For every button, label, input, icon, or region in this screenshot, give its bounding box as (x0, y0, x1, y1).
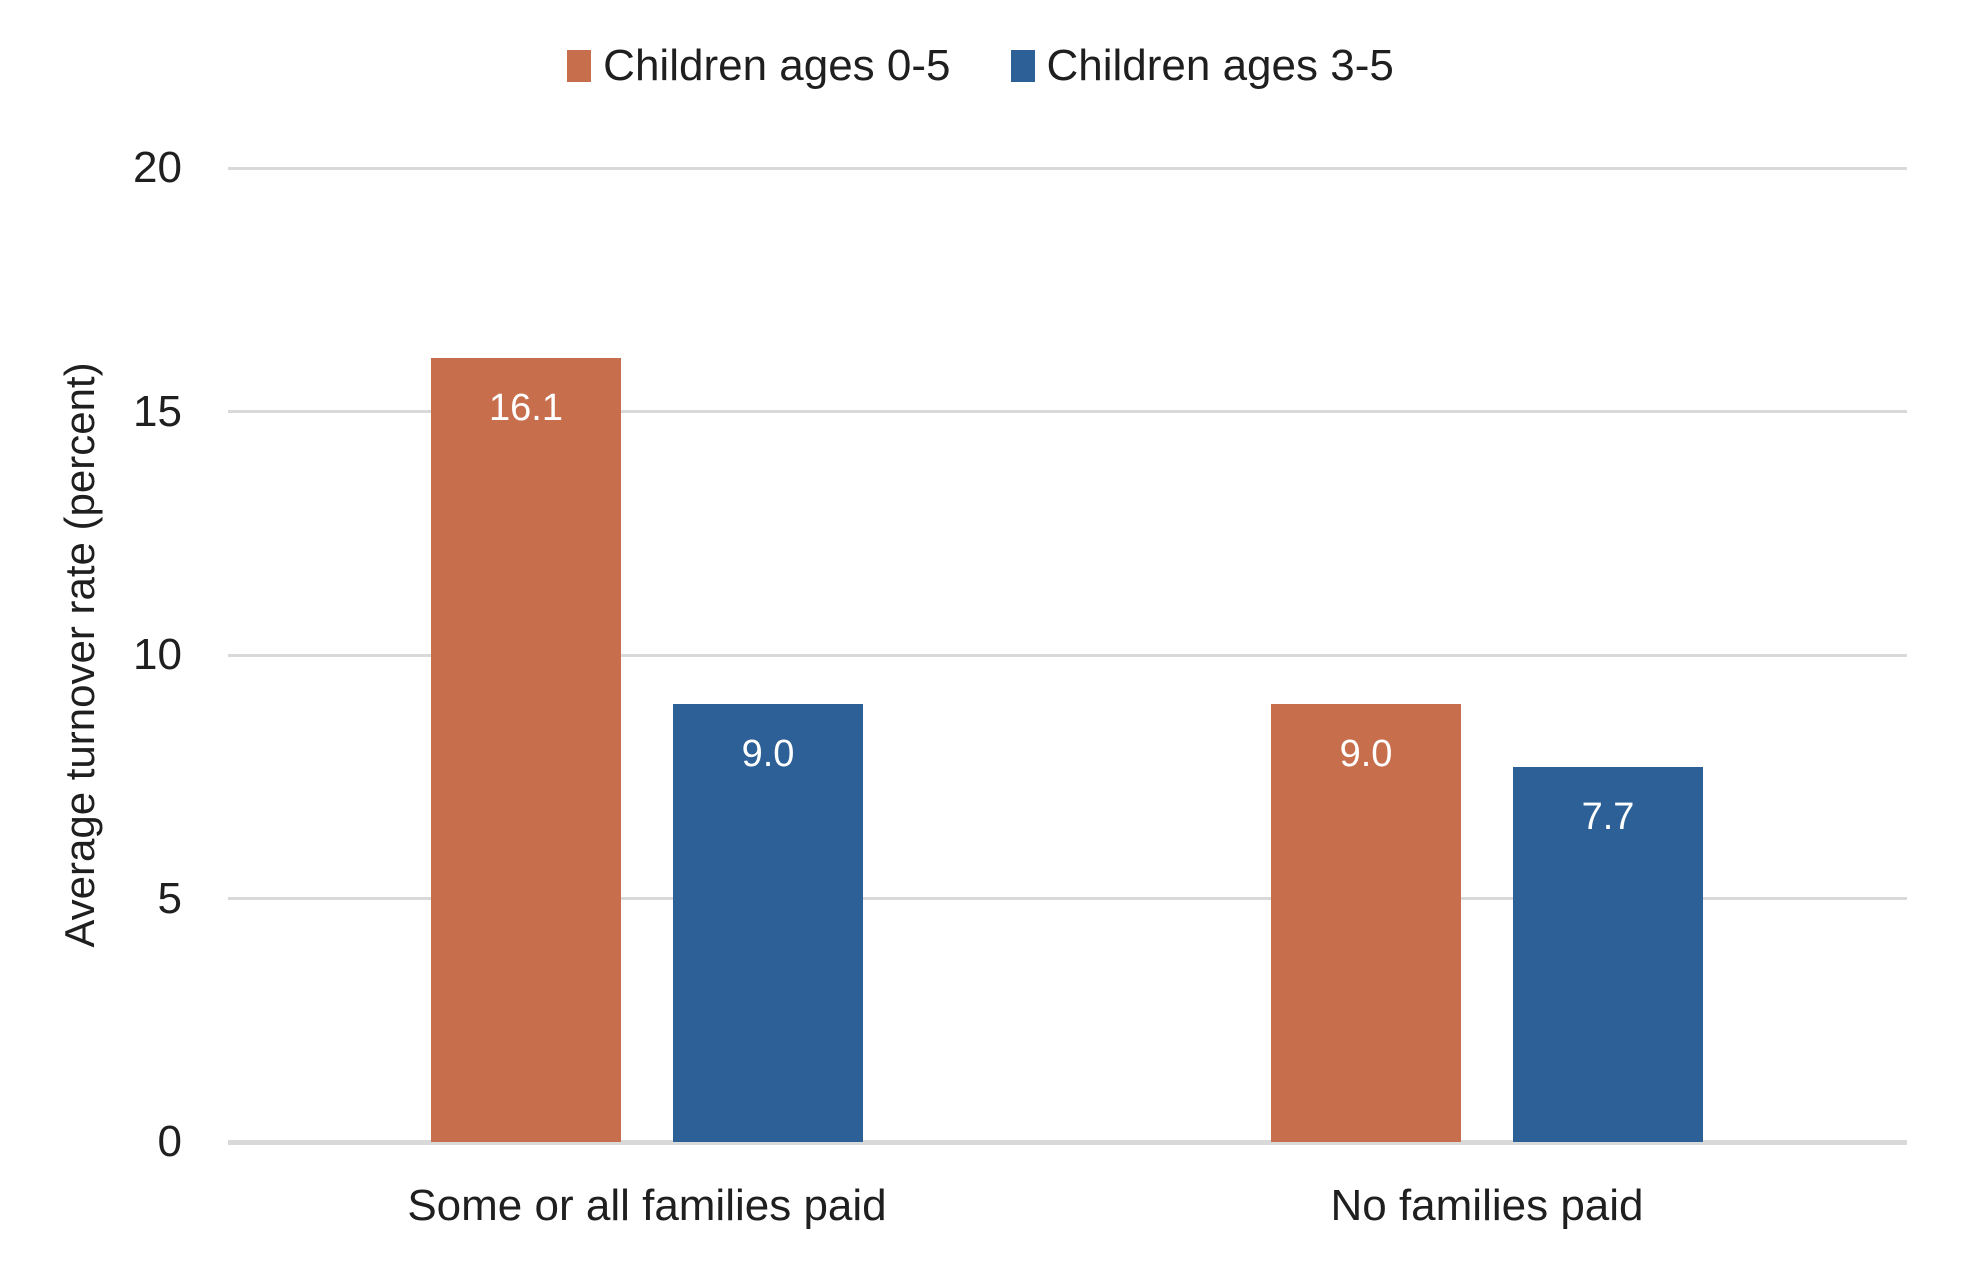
legend-swatch-children-ages-3-5 (1010, 50, 1035, 82)
bar-value-label: 7.7 (1581, 796, 1635, 838)
gridline (228, 166, 1907, 170)
bar-children-ages-0-5-some-or-all-families-paid: 16.1 (431, 357, 621, 1142)
gridline (228, 653, 1907, 657)
bar-value-label: 9.0 (741, 732, 795, 775)
legend-label-children-ages-3-5: Children ages 3-5 (1046, 41, 1394, 90)
x-axis-line (228, 1139, 1907, 1145)
bar-children-ages-3-5-some-or-all-families-paid: 9.0 (673, 703, 863, 1142)
gridline (228, 410, 1907, 413)
bar-children-ages-0-5-no-families-paid: 9.0 (1271, 703, 1461, 1142)
legend-swatch-children-ages-0-5 (567, 50, 592, 82)
legend-label-children-ages-0-5: Children ages 0-5 (603, 41, 951, 90)
legend-item-children-ages-3-5: Children ages 3-5 (1010, 40, 1394, 92)
x-category-label-no-families-paid: No families paid (1330, 1181, 1644, 1230)
gridline (228, 897, 1907, 900)
y-tick-label: 15 (133, 386, 182, 436)
bar-value-label: 16.1 (489, 386, 563, 429)
bar-children-ages-3-5-no-families-paid: 7.7 (1513, 767, 1703, 1142)
bar-value-label: 9.0 (1339, 732, 1393, 775)
x-category-label-some-or-all-families-paid: Some or all families paid (407, 1181, 887, 1230)
y-tick-label: 0 (157, 1117, 182, 1166)
y-tick-label: 20 (133, 143, 182, 192)
chart-legend: Children ages 0-5 Children ages 3-5 (0, 40, 1961, 92)
y-tick-label: 5 (157, 873, 182, 923)
legend-item-children-ages-0-5: Children ages 0-5 (567, 40, 951, 92)
y-tick-label: 10 (133, 630, 182, 679)
